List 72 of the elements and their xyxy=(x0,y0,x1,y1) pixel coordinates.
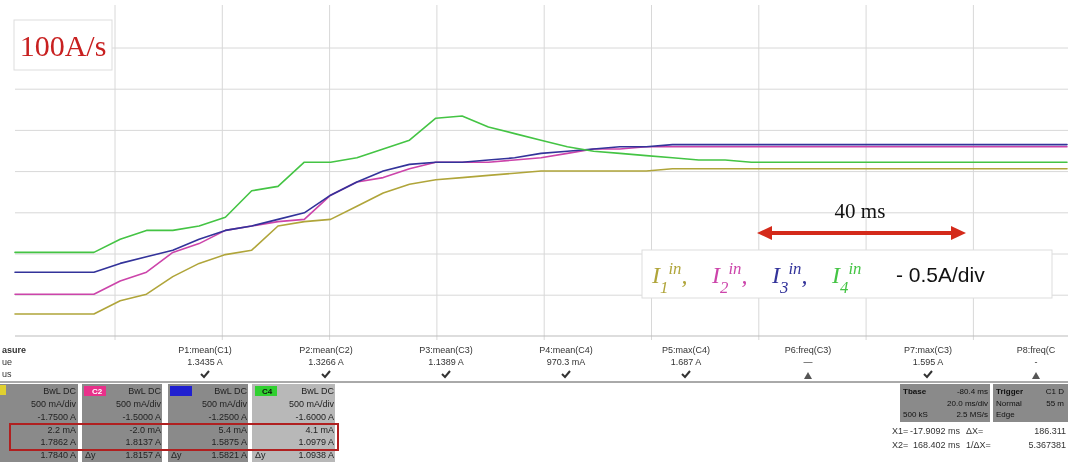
text: BwL DC xyxy=(301,386,335,396)
text: P6:freq(C3) xyxy=(784,345,832,355)
text: C4 xyxy=(262,387,273,396)
text: -80.4 ms xyxy=(956,387,988,396)
text: Tbase xyxy=(903,387,927,396)
text: I$_{2}$$^{in}$, xyxy=(711,258,748,297)
text: -17.9092 ms xyxy=(909,426,961,436)
chart-title: 100A/s xyxy=(19,29,107,62)
text: P3:mean(C3) xyxy=(419,345,473,355)
text: 500 kS xyxy=(903,410,928,419)
text: 1.3266 A xyxy=(308,357,344,367)
text: -1.5000 A xyxy=(122,412,161,422)
text: X2= xyxy=(892,440,909,450)
text: Δy xyxy=(171,450,183,460)
text: Δy xyxy=(255,450,267,460)
text: BwL DC xyxy=(128,386,162,396)
text: 1.1389 A xyxy=(428,357,464,367)
text: 500 mA/div xyxy=(115,399,162,409)
text: 55 m xyxy=(1046,399,1065,408)
text: P5:max(C4) xyxy=(661,345,711,355)
text: 4.1 mA xyxy=(305,425,334,435)
text: 500 mA/div xyxy=(201,399,248,409)
text: 1.687 A xyxy=(670,357,702,367)
text: 2.5 MS/s xyxy=(956,410,988,419)
text: I$_{1}$$^{in}$, xyxy=(651,258,688,297)
text: BwL DC xyxy=(214,386,248,396)
text: 1.8157 A xyxy=(125,450,161,460)
text: 1.3435 A xyxy=(187,357,223,367)
text: X1= xyxy=(892,426,909,436)
text: 1.7862 A xyxy=(40,437,76,447)
text: 1.595 A xyxy=(912,357,944,367)
text: Δy xyxy=(85,450,97,460)
text: C2 xyxy=(92,387,103,396)
text: P7:max(C3) xyxy=(903,345,953,355)
text: Normal xyxy=(996,399,1022,408)
text: 20.0 ms/div xyxy=(947,399,988,408)
text: -1.2500 A xyxy=(208,412,247,422)
text: 186.311 xyxy=(1034,426,1066,436)
text: 500 mA/div xyxy=(30,399,77,409)
text: -2.0 mA xyxy=(129,425,161,435)
text: - xyxy=(1034,357,1038,367)
text: 1.8137 A xyxy=(125,437,161,447)
text: 1.5875 A xyxy=(211,437,247,447)
annotation: 40 ms xyxy=(834,199,886,223)
text: 5.367381 xyxy=(1028,440,1066,450)
text: P2:mean(C2) xyxy=(299,345,353,355)
text: 1.7840 A xyxy=(40,450,76,460)
text: -1.6000 A xyxy=(295,412,334,422)
text: — xyxy=(803,357,813,367)
text: P8:freq(C xyxy=(1016,345,1056,355)
text: Trigger xyxy=(996,387,1024,396)
text: ΔX= xyxy=(966,426,984,436)
text: us xyxy=(2,369,13,379)
text: P4:mean(C4) xyxy=(539,345,593,355)
text: 1/ΔX= xyxy=(966,440,991,450)
text: 1.5821 A xyxy=(211,450,247,460)
text: 5.4 mA xyxy=(218,425,247,435)
text: 168.402 ms xyxy=(912,440,961,450)
text: Edge xyxy=(996,410,1016,419)
text: C1 D xyxy=(1045,387,1065,396)
text: ue xyxy=(2,357,13,367)
text: asure xyxy=(2,345,27,355)
text: -1.7500 A xyxy=(37,412,76,422)
text: 1.0938 A xyxy=(298,450,334,460)
text: 500 mA/div xyxy=(288,399,335,409)
text: P1:mean(C1) xyxy=(178,345,232,355)
text: I$_{3}$$^{in}$, xyxy=(771,258,808,297)
annotation: - 0.5A/div xyxy=(896,263,986,286)
text: 2.2 mA xyxy=(47,425,76,435)
text: 970.3 mA xyxy=(546,357,586,367)
text: BwL DC xyxy=(43,386,77,396)
text: 1.0979 A xyxy=(298,437,334,447)
